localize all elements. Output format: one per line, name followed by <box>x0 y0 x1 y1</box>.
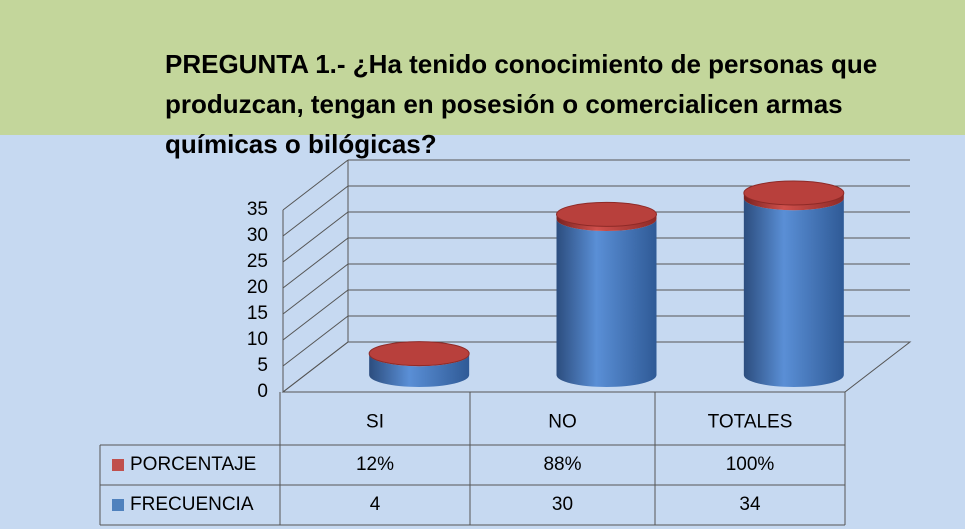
y-tick-label: 15 <box>247 303 268 324</box>
legend-swatch <box>112 459 124 471</box>
table-value: 34 <box>739 494 761 515</box>
cylinder-segment <box>743 193 844 211</box>
cylinder-top <box>743 180 845 206</box>
grid-line <box>282 237 349 289</box>
grid-line <box>282 289 349 341</box>
grid-line <box>282 341 349 393</box>
y-tick-label: 20 <box>247 277 268 298</box>
x-tick-label: SI <box>366 412 384 433</box>
table-value: 4 <box>370 494 381 515</box>
cylinder-top <box>556 201 657 227</box>
grid-line <box>282 211 349 263</box>
y-tick-label: 10 <box>247 329 268 350</box>
title-band <box>0 0 965 135</box>
y-tick-label: 5 <box>257 355 268 376</box>
cylinder-segment <box>743 198 844 387</box>
x-tick-label: TOTALES <box>708 412 793 433</box>
y-tick-label: 35 <box>247 199 268 220</box>
legend-label: PORCENTAJE <box>130 454 256 475</box>
cylinder-segment <box>556 219 657 387</box>
cylinder-segment <box>556 214 657 231</box>
cylinder-top <box>368 341 470 367</box>
x-tick-label: NO <box>548 412 577 433</box>
legend-label: FRECUENCIA <box>130 494 254 515</box>
table-value: 88% <box>543 454 581 475</box>
table-value: 100% <box>726 454 775 475</box>
grid-line <box>282 263 349 315</box>
grid-line <box>282 185 349 237</box>
table-value: 12% <box>356 454 394 475</box>
y-tick-label: 0 <box>257 381 268 402</box>
y-tick-label: 25 <box>247 251 268 272</box>
chart-title: PREGUNTA 1.- ¿Ha tenido conocimiento de … <box>165 49 878 159</box>
legend-swatch <box>112 499 124 511</box>
table-value: 30 <box>552 494 573 515</box>
cylinder-segment <box>369 354 470 387</box>
grid-line <box>282 315 349 367</box>
y-tick-label: 30 <box>247 225 268 246</box>
grid-line <box>282 159 349 211</box>
